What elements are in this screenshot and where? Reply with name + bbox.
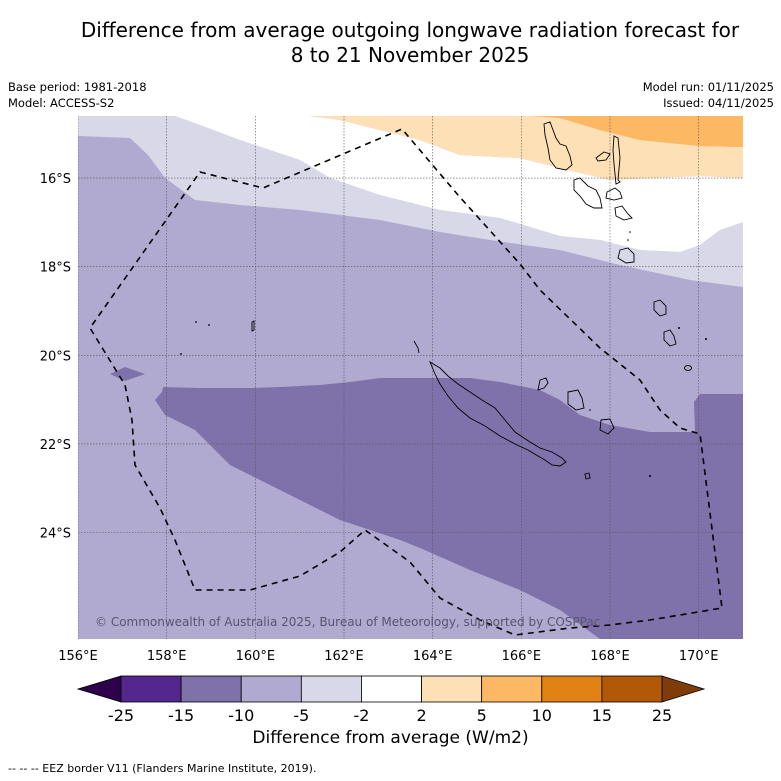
island-fiji-1 xyxy=(653,299,667,317)
island-chesterfield xyxy=(251,320,255,332)
island-vanuatu-espiritu xyxy=(543,121,573,171)
title-line-1: Difference from average outgoing longwav… xyxy=(80,18,740,42)
lat-tick-label: 22°S xyxy=(40,438,71,453)
colorbar-segment xyxy=(481,675,543,703)
model-run: Model run: 01/11/2025 xyxy=(642,80,774,94)
colorbar-tick-label: 25 xyxy=(652,706,672,725)
base-period: Base period: 1981-2018 xyxy=(8,80,147,94)
lon-tick-label: 168°E xyxy=(590,649,630,664)
meta-left: Base period: 1981-2018 Model: ACCESS-S2 xyxy=(8,79,147,111)
colorbar-under-arrow xyxy=(76,675,122,703)
lon-tick-label: 166°E xyxy=(502,649,542,664)
island-loyalty-2 xyxy=(567,389,585,411)
island-loyalty-3 xyxy=(599,418,615,435)
island-small-2 xyxy=(684,365,692,371)
model-name: Model: ACCESS-S2 xyxy=(8,96,115,110)
lon-tick-label: 156°E xyxy=(58,649,98,664)
region-neg5-neg2 xyxy=(78,116,743,287)
colorbar-tick-label: 15 xyxy=(592,706,612,725)
title-line-2: 8 to 21 November 2025 xyxy=(290,43,530,67)
island-small-1 xyxy=(584,472,591,480)
colorbar-tick-label: -10 xyxy=(228,706,254,725)
island-vanuatu-tanna xyxy=(617,247,635,264)
graticule xyxy=(78,116,743,639)
colorbar-tick-label: 2 xyxy=(416,706,426,725)
meta-right: Model run: 01/11/2025 Issued: 04/11/2025 xyxy=(643,79,774,111)
island-belep xyxy=(413,340,420,354)
lat-tick-labels: 16°S 18°S 20°S 22°S 24°S xyxy=(40,172,71,542)
eez-legend-footnote: -- -- -- EEZ border V11 (Flanders Marine… xyxy=(8,762,317,775)
island-vanuatu-2 xyxy=(595,151,611,162)
region-pos5-pos10 xyxy=(530,116,743,147)
colorbar-segment xyxy=(240,675,302,703)
copyright-text: © Commonwealth of Australia 2025, Bureau… xyxy=(95,615,600,629)
lon-tick-label: 158°E xyxy=(147,649,187,664)
lon-tick-label: 164°E xyxy=(413,649,453,664)
coastlines xyxy=(251,121,692,480)
island-loyalty-1 xyxy=(537,377,549,391)
lat-tick-label: 20°S xyxy=(40,349,71,364)
lat-tick-label: 18°S xyxy=(40,261,71,276)
lon-tick-label: 170°E xyxy=(679,649,719,664)
region-neg15-neg10-patch xyxy=(110,367,145,381)
colorbar-tick-label: 10 xyxy=(532,706,552,725)
colorbar-tick-label: -2 xyxy=(353,706,369,725)
lat-tick-label: 16°S xyxy=(40,172,71,187)
colorbar-tick-label: -15 xyxy=(168,706,194,725)
colorbar-over-arrow xyxy=(661,675,706,703)
region-pos2-pos5 xyxy=(310,116,743,180)
colorbar-tick-label: 5 xyxy=(477,706,487,725)
colorbar: -25 -15 -10 -5 -2 2 5 10 15 25 xyxy=(76,675,706,725)
colorbar-label: Difference from average (W/m2) xyxy=(252,728,529,748)
colorbar-tick-label: -25 xyxy=(108,706,134,725)
island-vanuatu-erromango xyxy=(614,205,633,221)
region-neg2-pos2 xyxy=(175,116,743,252)
island-vanuatu-3 xyxy=(612,135,621,185)
lon-tick-label: 162°E xyxy=(324,649,364,664)
colorbar-tick-label: -5 xyxy=(293,706,309,725)
colorbar-segment xyxy=(421,675,483,703)
lon-tick-labels: 156°E 158°E 160°E 162°E 164°E 166°E 168°E 170°E xyxy=(58,649,718,664)
chart-title: Difference from average outgoing longwav… xyxy=(0,18,781,68)
lat-tick-label: 24°S xyxy=(40,527,71,542)
map-area: © Commonwealth of Australia 2025, Bureau… xyxy=(78,116,743,639)
colorbar-segment xyxy=(180,675,242,703)
island-vanuatu-efate xyxy=(605,187,623,201)
small-islets xyxy=(180,231,707,477)
colorbar-segment xyxy=(300,675,362,703)
colorbar-segment xyxy=(361,675,422,703)
colorbar-segment xyxy=(601,675,663,703)
colorbar-segment xyxy=(541,675,603,703)
island-new-caledonia xyxy=(429,360,567,467)
island-vanuatu-malakula xyxy=(573,177,603,209)
island-fiji-2 xyxy=(663,329,677,347)
colorbar-segment xyxy=(120,675,182,703)
issued-date: Issued: 04/11/2025 xyxy=(663,96,774,110)
lon-tick-label: 160°E xyxy=(236,649,276,664)
region-neg15-neg10-main xyxy=(155,378,743,639)
